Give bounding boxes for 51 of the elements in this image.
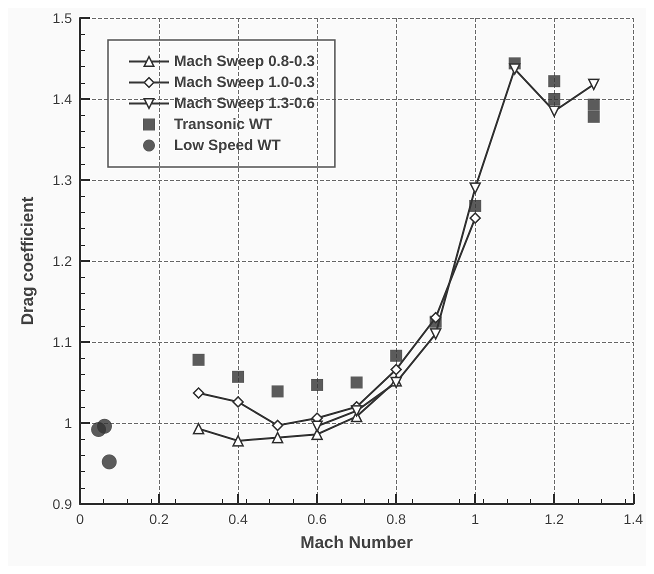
point [548,75,560,88]
point [102,454,117,470]
x-tick-label: 0.4 [228,511,248,527]
point [232,370,244,383]
point [192,354,205,366]
x-tick-label: 0 [76,511,84,527]
point [192,387,204,399]
legend-label: Low Speed WT [174,137,281,154]
point [311,378,324,391]
y-tick-label: 1.5 [52,10,72,26]
y-axis-title: Drag coefficient [18,196,37,326]
point [588,110,600,123]
y-tick-label: 0.9 [52,496,72,512]
x-axis-title: Mach Number [300,533,414,552]
point [97,418,112,434]
y-tick-label: 1.1 [52,334,72,350]
point [350,376,363,388]
point [469,212,481,224]
point [588,98,600,111]
point [588,78,600,90]
x-tick-label: 1 [471,511,480,527]
point [192,422,204,434]
point [430,328,442,340]
point [350,405,362,417]
legend-label: Mach Sweep 1.3-0.6 [174,95,315,112]
point [272,432,284,444]
x-tick-label: 0.2 [149,511,169,527]
point [390,350,402,362]
point [272,420,284,432]
point [430,312,442,324]
legend-label: Mach Sweep 1.0-0.3 [174,74,315,91]
legend-label: Mach Sweep 0.8-0.3 [174,53,315,70]
y-tick-label: 1.2 [52,253,72,269]
x-tick-label: 0.8 [386,511,406,527]
point [272,385,284,398]
x-tick-label: 1.4 [624,511,644,527]
point [548,105,560,117]
point [311,428,323,440]
point [232,396,244,408]
point [548,93,560,105]
point [232,435,244,447]
point [311,420,323,432]
x-tick-label: 1.2 [544,511,564,527]
point [469,182,481,194]
point [508,63,520,75]
point [390,364,402,376]
y-tick-label: 1 [64,415,72,431]
legend-label: Transonic WT [174,116,272,133]
y-tick-label: 1.3 [52,172,72,188]
y-tick-label: 1.4 [52,91,72,107]
x-tick-label: 0.6 [307,511,328,527]
